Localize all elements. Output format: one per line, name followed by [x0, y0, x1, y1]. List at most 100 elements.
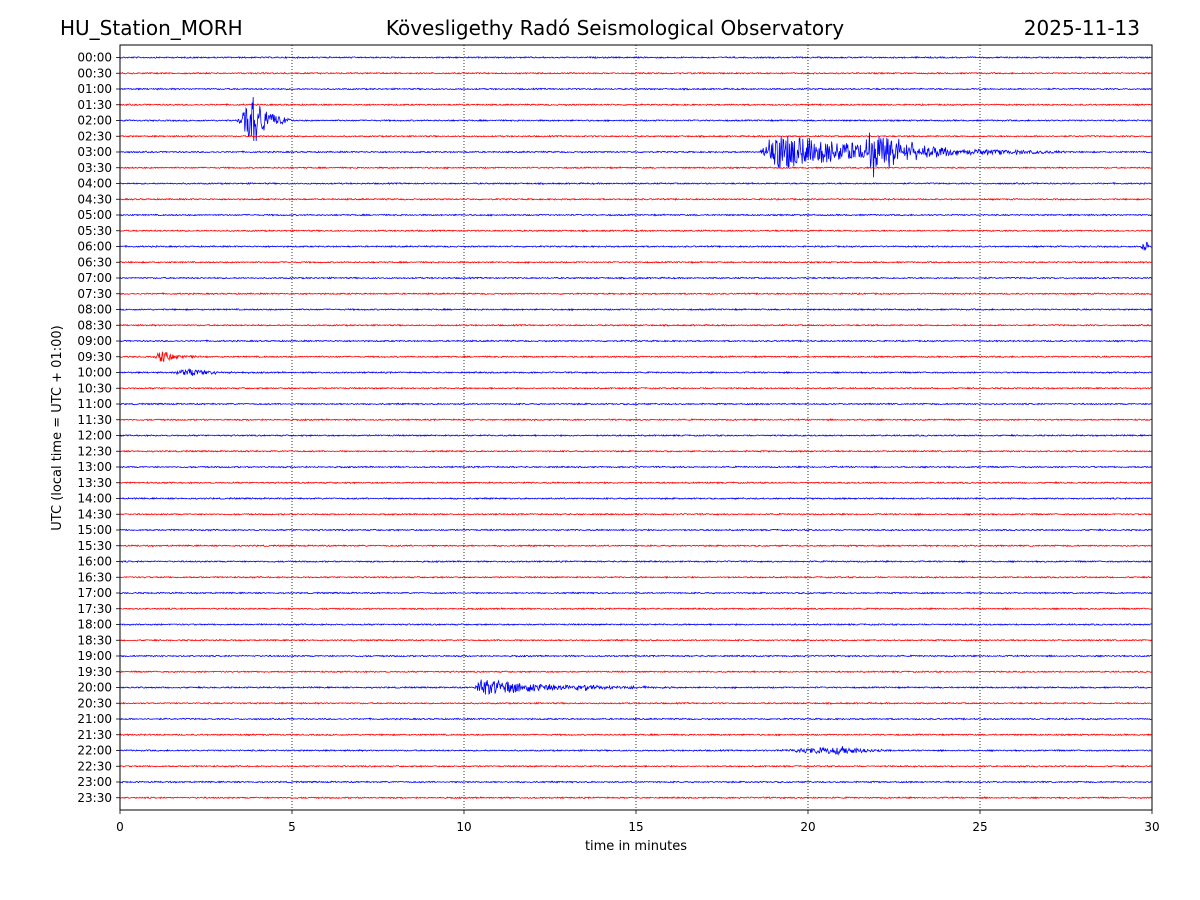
trace-1300 [119, 465, 1152, 469]
trace-1530 [119, 544, 1152, 548]
y-tick-label: 09:00 [77, 334, 112, 348]
y-tick-label: 05:30 [77, 224, 112, 238]
trace-1430 [119, 512, 1152, 516]
trace-0630 [119, 260, 1152, 264]
y-axis-label: UTC (local time = UTC + 01:00) [50, 325, 65, 530]
trace-0100 [119, 87, 1152, 91]
trace-0330 [119, 166, 1152, 170]
y-tick-label: 00:30 [77, 66, 112, 80]
trace-1030 [119, 386, 1152, 390]
trace-1800 [119, 622, 1152, 627]
y-tick-label: 06:00 [77, 240, 112, 254]
trace-0500 [119, 213, 1152, 217]
trace-0900 [119, 339, 1152, 343]
y-tick-label: 13:30 [77, 476, 112, 490]
y-tick-label: 00:00 [77, 51, 112, 65]
trace-0530 [119, 229, 1152, 233]
y-tick-label: 06:30 [77, 255, 112, 269]
trace-1130 [119, 418, 1152, 422]
y-tick-label: 08:30 [77, 318, 112, 332]
trace-0300 [119, 132, 1152, 178]
y-tick-label: 20:00 [77, 681, 112, 695]
trace-1000 [119, 367, 1152, 376]
x-axis-label: time in minutes [585, 839, 687, 854]
trace-0700 [119, 276, 1152, 280]
y-tick-label: 12:00 [77, 429, 112, 443]
trace-0230 [119, 134, 1152, 138]
trace-1900 [119, 654, 1152, 658]
y-tick-label: 11:00 [77, 397, 112, 411]
y-tick-label: 04:30 [77, 192, 112, 206]
y-tick-label: 14:30 [77, 507, 112, 521]
trace-2330 [119, 796, 1152, 800]
y-tick-label: 13:00 [77, 460, 112, 474]
x-tick-label: 20 [800, 820, 815, 834]
trace-0600 [119, 241, 1152, 251]
y-tick-label: 17:00 [77, 586, 112, 600]
trace-2300 [119, 780, 1152, 784]
y-tick-label: 01:00 [77, 82, 112, 96]
trace-0400 [119, 181, 1152, 186]
x-tick-label: 5 [288, 820, 296, 834]
trace-1200 [119, 433, 1152, 438]
trace-1400 [119, 496, 1152, 501]
trace-0130 [119, 103, 1152, 107]
observatory-title: Kövesligethy Radó Seismological Observat… [386, 16, 844, 40]
y-tick-label: 02:00 [77, 114, 112, 128]
trace-1230 [119, 449, 1152, 453]
trace-2100 [119, 717, 1152, 721]
y-tick-label: 07:30 [77, 287, 112, 301]
trace-0030 [119, 71, 1152, 75]
y-tick-label: 18:00 [77, 618, 112, 632]
x-tick-label: 15 [628, 820, 643, 834]
trace-0730 [119, 292, 1152, 296]
y-tick-label: 17:30 [77, 602, 112, 616]
trace-1330 [119, 481, 1152, 485]
y-tick-label: 08:00 [77, 303, 112, 317]
y-tick-label: 16:00 [77, 555, 112, 569]
trace-1830 [119, 638, 1152, 642]
trace-0800 [119, 307, 1152, 312]
trace-0830 [119, 323, 1152, 327]
y-tick-label: 21:00 [77, 712, 112, 726]
station-title: HU_Station_MORH [60, 16, 243, 40]
y-tick-label: 04:00 [77, 177, 112, 191]
y-tick-label: 15:30 [77, 539, 112, 553]
y-tick-label: 15:00 [77, 523, 112, 537]
trace-1730 [120, 607, 1152, 611]
trace-0200 [119, 97, 1152, 142]
y-tick-label: 10:30 [77, 381, 112, 395]
x-tick-label: 30 [1144, 820, 1159, 834]
y-tick-label: 01:30 [77, 98, 112, 112]
y-tick-label: 18:30 [77, 633, 112, 647]
y-tick-label: 02:30 [77, 129, 112, 143]
trace-0930 [119, 351, 1152, 363]
trace-1100 [119, 402, 1152, 406]
y-tick-label: 07:00 [77, 271, 112, 285]
plot-frame [119, 44, 1153, 811]
date-title: 2025-11-13 [1024, 16, 1140, 40]
trace-2030 [119, 701, 1152, 705]
trace-2130 [119, 733, 1152, 737]
x-tick-label: 10 [456, 820, 471, 834]
x-tick-labels: 0 5 10 15 20 25 30 [116, 810, 1160, 834]
y-tick-label: 03:00 [77, 145, 112, 159]
y-tick-label: 23:30 [77, 791, 112, 805]
y-tick-label: 16:30 [77, 570, 112, 584]
trace-2230 [119, 764, 1152, 768]
y-tick-label: 21:30 [77, 728, 112, 742]
trace-2200 [119, 746, 1152, 756]
y-tick-label: 20:30 [77, 696, 112, 710]
y-tick-label: 19:30 [77, 665, 112, 679]
y-tick-label: 11:30 [77, 413, 112, 427]
trace-2000 [119, 679, 1152, 696]
y-tick-label: 23:00 [77, 775, 112, 789]
x-tick-label: 0 [116, 820, 124, 834]
trace-1500 [119, 528, 1152, 532]
y-tick-label: 19:00 [77, 649, 112, 663]
trace-1700 [119, 591, 1152, 595]
y-tick-label: 22:00 [77, 744, 112, 758]
